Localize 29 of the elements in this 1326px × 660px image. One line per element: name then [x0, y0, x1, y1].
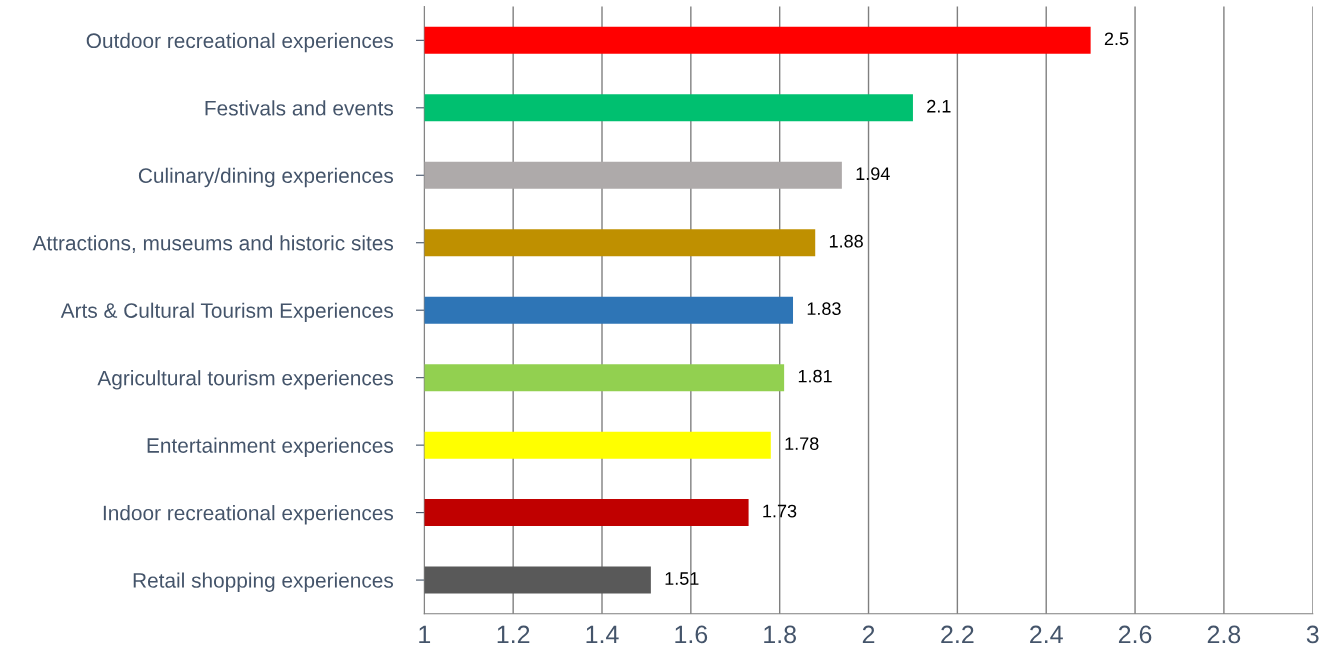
- data-label: 1.81: [798, 369, 832, 383]
- y-tick-label: Indoor recreational experiences: [103, 505, 394, 525]
- x-tick-label: 3: [1306, 625, 1319, 644]
- x-tick-label: 1.6: [675, 625, 708, 644]
- y-tick-label: Culinary/dining experiences: [138, 167, 394, 188]
- data-label: 1.78: [785, 437, 819, 450]
- y-tick-label: Festivals and events: [205, 100, 394, 116]
- x-tick-label: 1.4: [586, 625, 619, 644]
- x-tick-label: 2.6: [1118, 625, 1152, 644]
- data-label: 1.94: [856, 167, 890, 181]
- x-tick-label: 1: [419, 625, 431, 644]
- x-tick-label: 1.8: [764, 625, 796, 644]
- x-tick-label: 1.2: [497, 625, 530, 644]
- y-tick-label: Outdoor recreational experiences: [86, 32, 394, 53]
- y-tick-label: Agricultural tourism experiences: [97, 370, 394, 390]
- x-tick-label: 2.8: [1207, 625, 1241, 644]
- data-label: 1.88: [829, 234, 863, 248]
- data-label: 1.83: [807, 302, 841, 316]
- y-tick-label: Entertainment experiences: [147, 437, 394, 458]
- x-tick-label: 2.4: [1030, 625, 1063, 644]
- data-label: 1.73: [763, 504, 797, 518]
- data-label: 2.1: [927, 99, 951, 113]
- data-label: 2.5: [1104, 32, 1129, 46]
- y-tick-label: Attractions, museums and historic sites: [32, 235, 394, 253]
- x-tick-label: 2.2: [941, 625, 974, 644]
- y-tick-label: Retail shopping experiences: [133, 572, 394, 592]
- x-tick-label: 2: [862, 625, 875, 644]
- y-tick-label: Arts & Cultural Tourism Experiences: [60, 302, 394, 323]
- data-label: 1.51: [665, 572, 699, 585]
